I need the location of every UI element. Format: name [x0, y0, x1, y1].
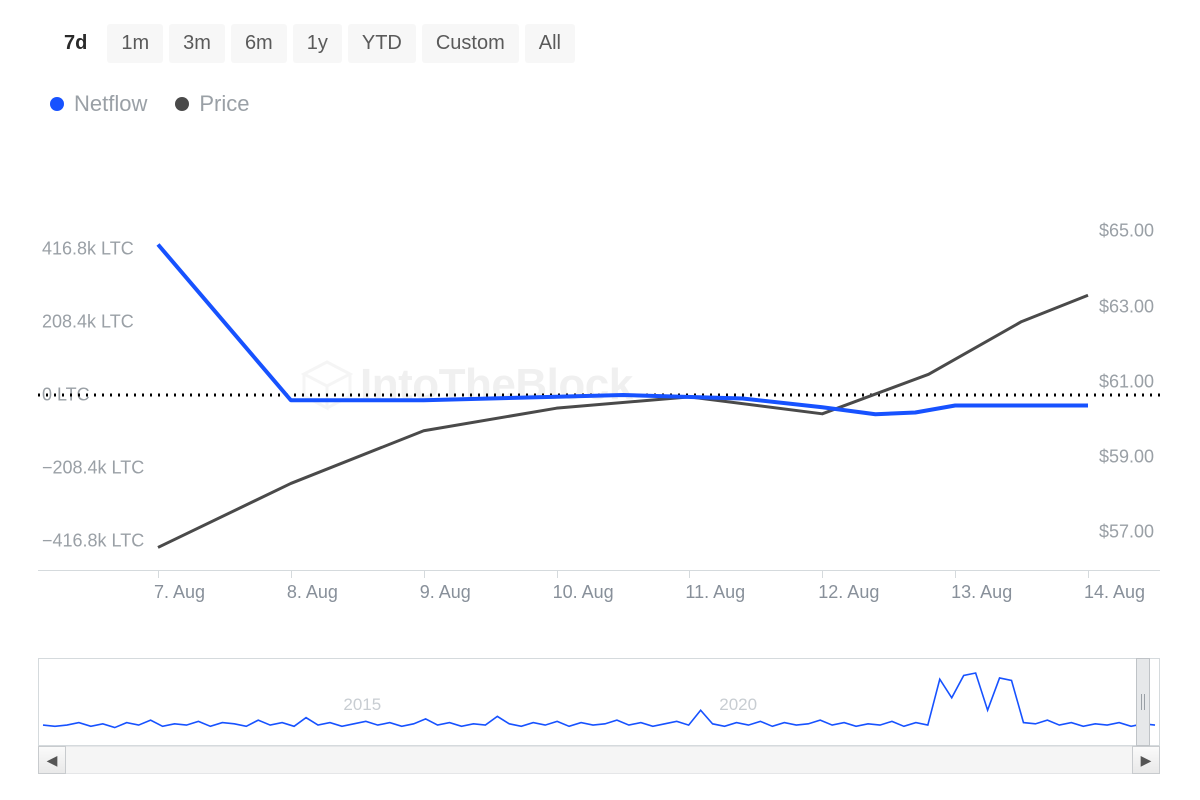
tab-6m[interactable]: 6m [231, 24, 287, 63]
legend-label: Price [199, 91, 249, 117]
navigator-scroll-right[interactable]: ▶ [1132, 746, 1160, 774]
legend-dot-icon [175, 97, 189, 111]
navigator-handle[interactable] [1136, 658, 1150, 746]
legend: Netflow Price [0, 63, 1200, 117]
navigator-track[interactable] [66, 746, 1132, 774]
tab-all[interactable]: All [525, 24, 575, 63]
time-range-tabs: 7d1m3m6m1yYTDCustomAll [0, 0, 1200, 63]
x-tick [955, 570, 956, 578]
navigator-svg [39, 659, 1159, 745]
tab-ytd[interactable]: YTD [348, 24, 416, 63]
x-tick-label: 11. Aug [685, 582, 745, 603]
tab-1m[interactable]: 1m [107, 24, 163, 63]
x-tick-label: 13. Aug [951, 582, 1012, 603]
x-tick-label: 10. Aug [553, 582, 614, 603]
x-tick-label: 7. Aug [154, 582, 205, 603]
navigator-scroll-left[interactable]: ◀ [38, 746, 66, 774]
x-tick-label: 14. Aug [1084, 582, 1145, 603]
legend-item-price[interactable]: Price [175, 91, 249, 117]
x-tick-label: 8. Aug [287, 582, 338, 603]
x-tick [291, 570, 292, 578]
chart-svg [38, 200, 1160, 580]
x-tick [424, 570, 425, 578]
main-chart [38, 200, 1160, 580]
legend-label: Netflow [74, 91, 147, 117]
x-tick [158, 570, 159, 578]
legend-item-netflow[interactable]: Netflow [50, 91, 147, 117]
x-tick [689, 570, 690, 578]
x-tick [822, 570, 823, 578]
x-tick-label: 9. Aug [420, 582, 471, 603]
x-axis [38, 570, 1160, 571]
legend-dot-icon [50, 97, 64, 111]
tab-3m[interactable]: 3m [169, 24, 225, 63]
tab-1y[interactable]: 1y [293, 24, 342, 63]
x-tick-label: 12. Aug [818, 582, 879, 603]
x-tick [1088, 570, 1089, 578]
navigator[interactable] [38, 658, 1160, 746]
x-tick [557, 570, 558, 578]
tab-custom[interactable]: Custom [422, 24, 519, 63]
tab-7d[interactable]: 7d [50, 24, 101, 63]
